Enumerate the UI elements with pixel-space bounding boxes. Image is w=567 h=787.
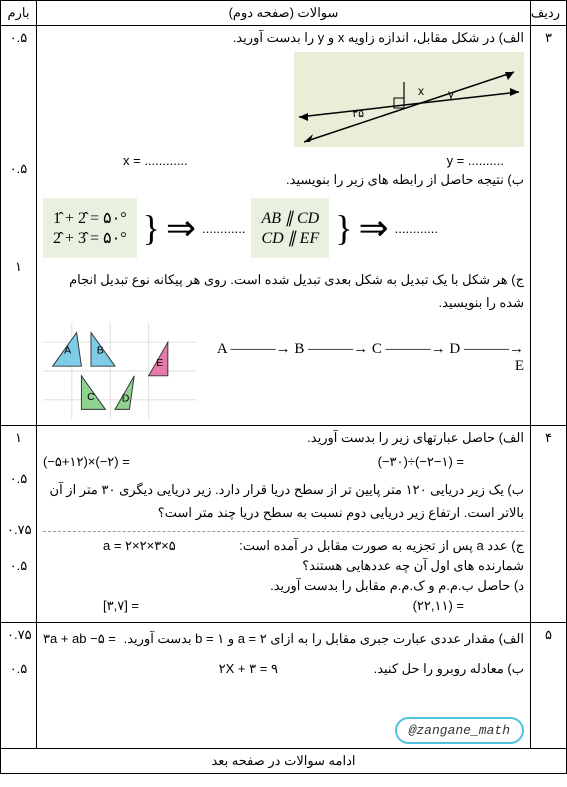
q3-marks: ۰.۵ ۰.۵ ۱: [1, 26, 37, 426]
col-mark-header: بارم: [1, 1, 37, 26]
q4d-expr1: (۲۲,۱۱) =: [413, 598, 464, 614]
svg-text:C: C: [87, 391, 95, 403]
svg-text:x: x: [418, 84, 424, 98]
q4d-text: د) حاصل ب.م.م و ک.م.م مقابل را بدست آوری…: [270, 578, 524, 594]
q3b-mark: ۰.۵: [7, 161, 30, 177]
bracket-icon-2: }: [335, 207, 352, 249]
q3a-text: الف) در شکل مقابل، اندازه زاویه x و y را…: [43, 30, 524, 46]
svg-text:E: E: [156, 357, 163, 369]
q3-content: الف) در شکل مقابل، اندازه زاویه x و y را…: [37, 26, 531, 426]
q3-row: ۳ الف) در شکل مقابل، اندازه زاویه x و y …: [1, 26, 567, 426]
q3b-rel2-l2: CD ∥ EF: [261, 228, 319, 248]
q3a-diagram: x y ۳۵: [294, 52, 524, 147]
q3c-shapes: A B C D E A ———→ B ———→ C ———→ D ———→ E: [43, 321, 524, 421]
q4-num: ۴: [531, 425, 567, 622]
svg-text:B: B: [97, 344, 104, 356]
q5-row: ۵ الف) مقدار عددی عبارت جبری مقابل را به…: [1, 622, 567, 748]
q3b-rel1-l2: 2̂ + 3̂ = ۵۰°: [53, 228, 127, 248]
q4-marks: ۱ ۰.۵ ۰.۷۵ ۰.۵: [1, 425, 37, 622]
q4c-text: ج) عدد a پس از تجزیه به صورت مقابل در آم…: [239, 538, 524, 554]
q4b-mark: ۰.۵: [7, 471, 30, 487]
implies-icon: ⇒: [166, 207, 196, 249]
q4a-mark: ۱: [7, 430, 30, 446]
footer-row: ادامه سوالات در صفحه بعد: [1, 748, 567, 773]
triangles-svg: A B C D E: [43, 321, 197, 421]
svg-text:A: A: [64, 344, 72, 356]
q3a-xfill: x = ............: [123, 153, 188, 168]
q5b-expr: ۲X + ۳ = ۹: [139, 661, 278, 677]
q3c-chain: A ———→ B ———→ C ———→ D ———→ E: [217, 341, 524, 375]
q4a-text: الف) حاصل عبارتهای زیر را بدست آورید.: [43, 430, 524, 446]
q3b-rel1: 1̂ + 2̂ = ۵۰° 2̂ + 3̂ = ۵۰°: [43, 198, 137, 258]
q5a-text: الف) مقدار عددی عبارت جبری مقابل را به ا…: [124, 631, 524, 647]
q4c-expr: a = ۲×۲×۳×۵: [43, 538, 176, 554]
q4a-expr1: (−۵+۱۲)×(−۲) =: [43, 454, 130, 470]
q3b-dots2: ............: [395, 221, 438, 236]
q3a-yfill: y = ..........: [447, 153, 504, 168]
q4d-mark: ۰.۵: [7, 558, 30, 574]
q3-num: ۳: [531, 26, 567, 426]
implies-icon-2: ⇒: [359, 207, 389, 249]
author-badge: @zangane_math: [395, 717, 524, 744]
q4c-text2: شمارنده های اول آن چه عددهایی هستند؟: [43, 558, 524, 574]
q4-content: الف) حاصل عبارتهای زیر را بدست آورید. (−…: [37, 425, 531, 622]
q5-content: الف) مقدار عددی عبارت جبری مقابل را به ا…: [37, 622, 531, 748]
q3b-rel2: AB ∥ CD CD ∥ EF: [251, 198, 329, 258]
q4-row: ۴ الف) حاصل عبارتهای زیر را بدست آورید. …: [1, 425, 567, 622]
q5b-text: ب) معادله روبرو را حل کنید.: [374, 661, 524, 677]
q4d-expr2: [۳,۷] =: [103, 598, 139, 614]
q4b-text: ب) یک زیر دریایی ۱۲۰ متر پایین تر از سطح…: [43, 478, 524, 525]
footer-text: ادامه سوالات در صفحه بعد: [1, 748, 567, 773]
q3c-mark: ۱: [7, 259, 30, 275]
q5a-mark: ۰.۷۵: [7, 627, 30, 643]
q4a-expr2: (−۳۰)÷(−۲−۱) =: [378, 454, 464, 470]
col-q-header: سوالات (صفحه دوم): [37, 1, 531, 26]
q3b-rel2-l1: AB ∥ CD: [261, 208, 319, 228]
q3a-mark: ۰.۵: [7, 30, 30, 46]
q5-num: ۵: [531, 622, 567, 748]
q4c-mark: ۰.۷۵: [7, 522, 30, 538]
header-row: ردیف سوالات (صفحه دوم) بارم: [1, 1, 567, 26]
col-row-header: ردیف: [531, 1, 567, 26]
exam-table: ردیف سوالات (صفحه دوم) بارم ۳ الف) در شک…: [0, 0, 567, 774]
q3b-relations: 1̂ + 2̂ = ۵۰° 2̂ + 3̂ = ۵۰° } ⇒ ........…: [43, 194, 524, 262]
svg-text:۳۵: ۳۵: [352, 108, 364, 120]
svg-text:y: y: [448, 87, 454, 101]
q5b-mark: ۰.۵: [7, 661, 30, 677]
divider: [43, 531, 524, 532]
q5-marks: ۰.۷۵ ۰.۵: [1, 622, 37, 748]
q5a-expr: ۳a + ab −۵ =: [43, 631, 116, 647]
q3b-rel1-l1: 1̂ + 2̂ = ۵۰°: [53, 208, 127, 228]
bracket-icon: }: [143, 207, 160, 249]
q3b-dots1: ............: [202, 221, 245, 236]
q3c-text: ج) هر شکل با یک تبدیل به شکل بعدی تبدیل …: [43, 268, 524, 315]
svg-text:D: D: [122, 393, 130, 405]
q3b-text: ب) نتیجه حاصل از رابطه های زیر را بنویسی…: [43, 172, 524, 188]
